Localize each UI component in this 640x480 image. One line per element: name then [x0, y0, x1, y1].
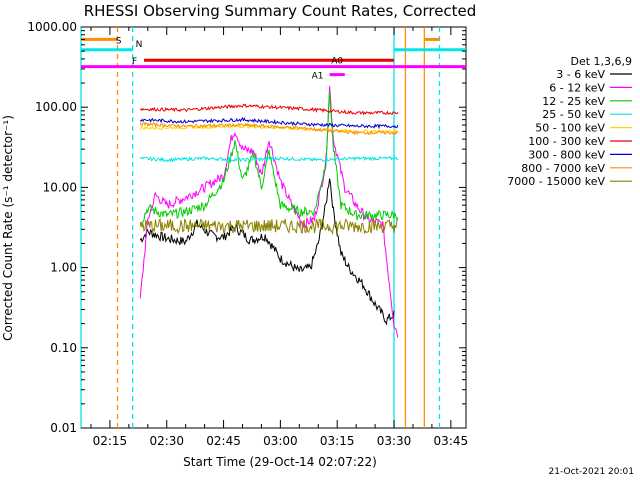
legend-label-50-100-kev: 50 - 100 keV	[535, 122, 605, 135]
x-tick-label: 02:30	[149, 434, 184, 448]
series-line-3-6-kev	[139, 178, 395, 326]
y-tick-label: 1.00	[50, 261, 77, 275]
y-axis: 0.01 0.10 1.00 10.00 100.00 1000.00	[27, 20, 466, 435]
legend-label-6-12-kev: 6 - 12 keV	[549, 81, 605, 94]
legend-label-12-25-kev: 12 - 25 keV	[542, 95, 605, 108]
legend-label-25-50-kev: 25 - 50 keV	[542, 108, 605, 121]
legend-label-300-800-kev: 300 - 800 keV	[528, 148, 605, 161]
series-line-12-25-kev	[139, 91, 399, 227]
series-line-7000-15000-kev	[139, 217, 398, 235]
x-axis: 02:15 02:30 02:45 03:00 03:15 03:30 03:45	[90, 27, 469, 448]
x-tick-label: 03:30	[377, 434, 412, 448]
legend-title: Det 1,3,6,9	[570, 55, 632, 68]
series-line-300-800-kev	[139, 117, 399, 130]
y-tick-label: 0.01	[50, 421, 77, 435]
x-tick-label: 02:15	[93, 434, 128, 448]
x-tick-label: 02:45	[206, 434, 241, 448]
flag-bars: S NF A0 A1	[81, 36, 466, 82]
flag-label-a1: A1	[312, 72, 324, 82]
legend-label-7000-15000-kev: 7000 - 15000 keV	[507, 175, 605, 188]
x-tick-label: 03:45	[434, 434, 469, 448]
x-tick-label: 03:00	[263, 434, 298, 448]
x-tick-label: 03:15	[320, 434, 355, 448]
series-line-6-12-kev	[139, 86, 399, 338]
series-line-25-50-kev	[139, 155, 399, 163]
legend-label-800-7000-kev: 800 - 7000 keV	[521, 162, 605, 175]
y-axis-label: Corrected Count Rate (s⁻¹ detector⁻¹)	[1, 115, 15, 341]
y-tick-label: 100.00	[35, 100, 77, 114]
flag-label-n: N	[136, 40, 143, 50]
flag-label-a0: A0	[331, 57, 343, 67]
legend-label-3-6-kev: 3 - 6 keV	[556, 68, 605, 81]
vertical-lines	[80, 27, 441, 428]
footer-date: 21-Oct-2021 20:01	[549, 467, 634, 477]
flag-label-f: F	[132, 57, 137, 67]
legend-label-100-300-kev: 100 - 300 keV	[528, 135, 605, 148]
chart-title: RHESSI Observing Summary Count Rates, Co…	[84, 2, 477, 20]
series-group	[139, 86, 399, 338]
series-line-100-300-kev	[139, 103, 399, 116]
y-tick-label: 1000.00	[27, 20, 77, 34]
series-line-800-7000-kev	[139, 121, 399, 136]
flag-label-s: S	[116, 36, 122, 46]
x-axis-label: Start Time (29-Oct-14 02:07:22)	[183, 455, 377, 469]
y-tick-label: 0.10	[50, 341, 77, 355]
y-tick-label: 10.00	[43, 180, 77, 194]
